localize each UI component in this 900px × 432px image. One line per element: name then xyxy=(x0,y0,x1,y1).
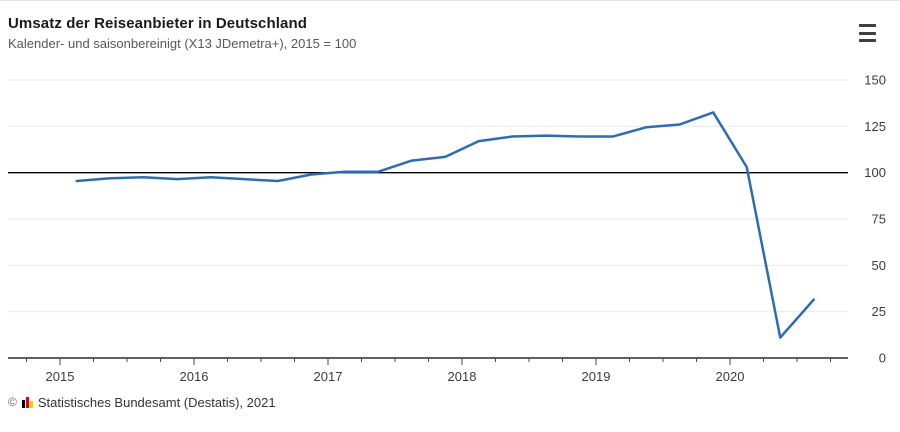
y-axis-label: 125 xyxy=(864,119,886,134)
x-axis-label: 2018 xyxy=(448,369,477,384)
y-axis-label: 0 xyxy=(879,351,886,366)
destatis-logo-icon xyxy=(21,397,33,408)
chart-subtitle: Kalender- und saisonbereinigt (X13 JDeme… xyxy=(8,35,357,51)
x-axis-label: 2015 xyxy=(46,369,75,384)
y-axis-label: 100 xyxy=(864,165,886,180)
x-axis-label: 2016 xyxy=(180,369,209,384)
y-axis-label: 75 xyxy=(872,212,886,227)
source-line: © Statistisches Bundesamt (Destatis), 20… xyxy=(8,395,276,410)
revenue-index-series xyxy=(75,111,815,339)
x-axis-label: 2017 xyxy=(314,369,343,384)
source-text: Statistisches Bundesamt (Destatis), 2021 xyxy=(37,395,276,410)
chart-header: Umsatz der Reiseanbieter in Deutschland … xyxy=(8,15,356,53)
x-axis-label: 2020 xyxy=(716,369,745,384)
hamburger-icon xyxy=(859,31,876,35)
chart-title: Umsatz der Reiseanbieter in Deutschland xyxy=(8,15,307,32)
y-axis-label: 50 xyxy=(872,258,886,273)
copyright-symbol: © xyxy=(8,395,17,409)
y-axis-label: 25 xyxy=(872,304,886,319)
y-axis-label: 150 xyxy=(864,73,886,88)
hamburger-icon xyxy=(859,39,876,42)
hamburger-icon xyxy=(859,24,876,27)
x-axis-label: 2019 xyxy=(582,369,611,384)
menu-button[interactable] xyxy=(854,24,876,42)
